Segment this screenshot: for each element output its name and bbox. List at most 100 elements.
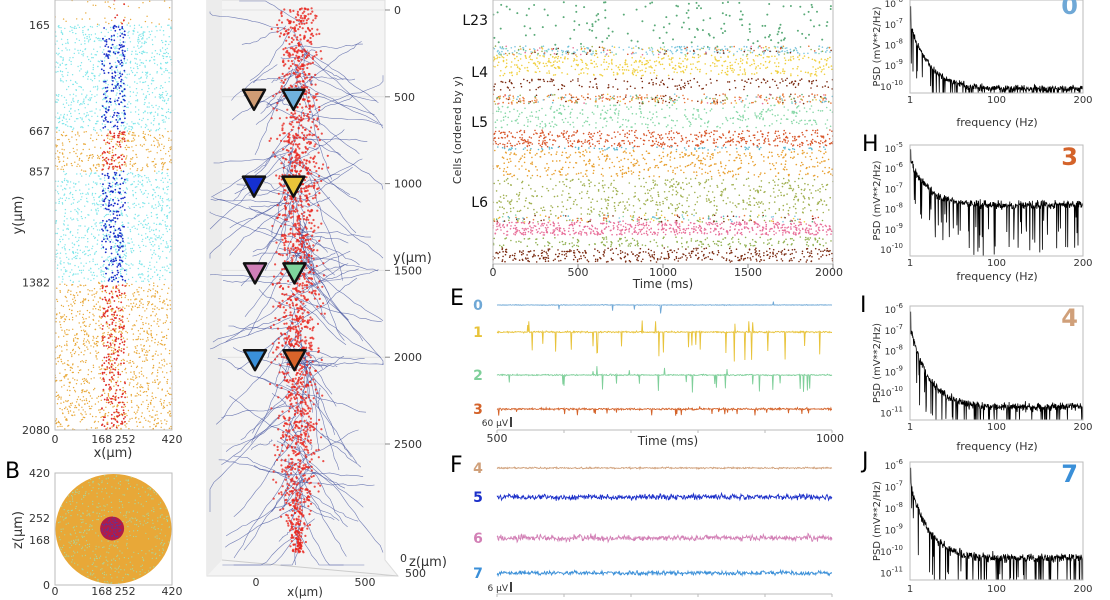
cell-dot: [63, 246, 65, 248]
column-cell-dot: [108, 182, 111, 185]
cell-dot: [149, 261, 151, 263]
cell-dot: [74, 529, 76, 531]
column-cell-dot: [117, 396, 120, 399]
column-cell-dot: [122, 417, 125, 420]
cell-dot: [151, 56, 153, 59]
cell-dot: [77, 346, 80, 348]
cell-dot: [156, 379, 159, 381]
cell-dot: [71, 309, 73, 312]
cell-dot: [154, 163, 156, 165]
cell-dot: [158, 245, 160, 247]
cell-dot: [70, 515, 72, 517]
column-cell-dot: [122, 197, 124, 200]
cell-dot: [75, 344, 77, 346]
cell-dot: [111, 506, 113, 509]
cell-dot: [165, 423, 167, 425]
cell-dot: [78, 112, 81, 115]
cell-dot: [141, 176, 143, 178]
cell-dot: [77, 211, 79, 213]
column-cell-dot: [103, 27, 105, 29]
cell-dot: [104, 487, 107, 489]
column-cell-dot: [123, 131, 126, 134]
cell-dot: [138, 488, 140, 490]
cell-dot: [67, 125, 69, 127]
column-cell-dot: [121, 275, 124, 278]
cell-dot: [91, 192, 94, 195]
cell-dot: [94, 403, 97, 405]
cell-dot: [134, 186, 137, 188]
cell-dot: [155, 104, 157, 107]
cell-dot: [93, 219, 95, 221]
cell-dot: [139, 276, 141, 278]
cell-dot: [167, 175, 169, 177]
cell-dot: [127, 22, 130, 24]
cell-dot: [150, 495, 152, 497]
cell-dot: [116, 144, 118, 146]
cell-dot: [162, 301, 164, 303]
column-cell-dot: [104, 192, 107, 194]
cell-dot: [163, 365, 165, 367]
column-cell-dot: [116, 273, 119, 276]
cell-dot: [99, 305, 101, 307]
cell-dot: [71, 367, 73, 369]
cell-dot: [115, 331, 117, 333]
cell-dot: [125, 281, 127, 283]
cell-dot: [59, 521, 61, 523]
cell-dot: [107, 137, 109, 139]
cell-dot: [131, 556, 133, 558]
cell-dot: [131, 247, 134, 250]
column-cell-dot: [108, 218, 110, 221]
cell-dot: [96, 182, 98, 184]
cell-dot: [116, 475, 118, 477]
cell-dot: [137, 180, 140, 182]
cell-dot: [148, 301, 151, 303]
cell-dot: [138, 262, 141, 265]
cell-dot: [64, 517, 66, 519]
cell-dot: [168, 77, 170, 79]
cell-dot: [119, 268, 122, 271]
cell-dot: [80, 62, 83, 64]
column-cell-dot: [114, 87, 117, 89]
cell-dot: [156, 369, 159, 371]
cell-dot: [55, 321, 57, 323]
cell-dot: [126, 396, 128, 398]
cell-dot: [130, 125, 132, 128]
cell-dot: [152, 188, 154, 191]
cell-dot: [59, 290, 61, 292]
column-cell-dot: [111, 156, 114, 159]
cell-dot: [75, 273, 77, 275]
cell-dot: [147, 217, 149, 219]
cell-dot: [144, 51, 146, 53]
cell-dot: [90, 279, 92, 282]
cell-dot: [108, 353, 111, 356]
column-cell-dot: [111, 535, 113, 537]
cell-dot: [126, 188, 128, 190]
cell-dot: [130, 371, 132, 373]
cell-dot: [151, 30, 153, 32]
cell-dot: [138, 376, 141, 378]
cell-dot: [158, 278, 161, 281]
cell-dot: [164, 40, 167, 42]
column-cell-dot: [120, 154, 123, 157]
cell-dot: [139, 338, 142, 341]
cell-dot: [59, 324, 62, 326]
cell-dot: [107, 393, 110, 395]
cell-dot: [106, 258, 108, 260]
cell-dot: [149, 289, 152, 292]
cell-dot: [109, 193, 112, 196]
column-cell-dot: [102, 419, 105, 421]
cell-dot: [149, 415, 151, 417]
cell-dot: [82, 26, 84, 29]
cell-dot: [117, 364, 119, 367]
cell-dot: [163, 214, 166, 216]
cell-dot: [151, 510, 153, 512]
cell-dot: [118, 582, 120, 584]
cell-dot: [124, 146, 127, 149]
cell-dot: [64, 556, 66, 558]
cell-dot: [79, 165, 81, 167]
soma-dot: [283, 184, 286, 188]
cell-dot: [166, 315, 168, 317]
cell-dot: [96, 352, 98, 354]
cell-dot: [61, 62, 64, 64]
cell-dot: [103, 60, 106, 62]
